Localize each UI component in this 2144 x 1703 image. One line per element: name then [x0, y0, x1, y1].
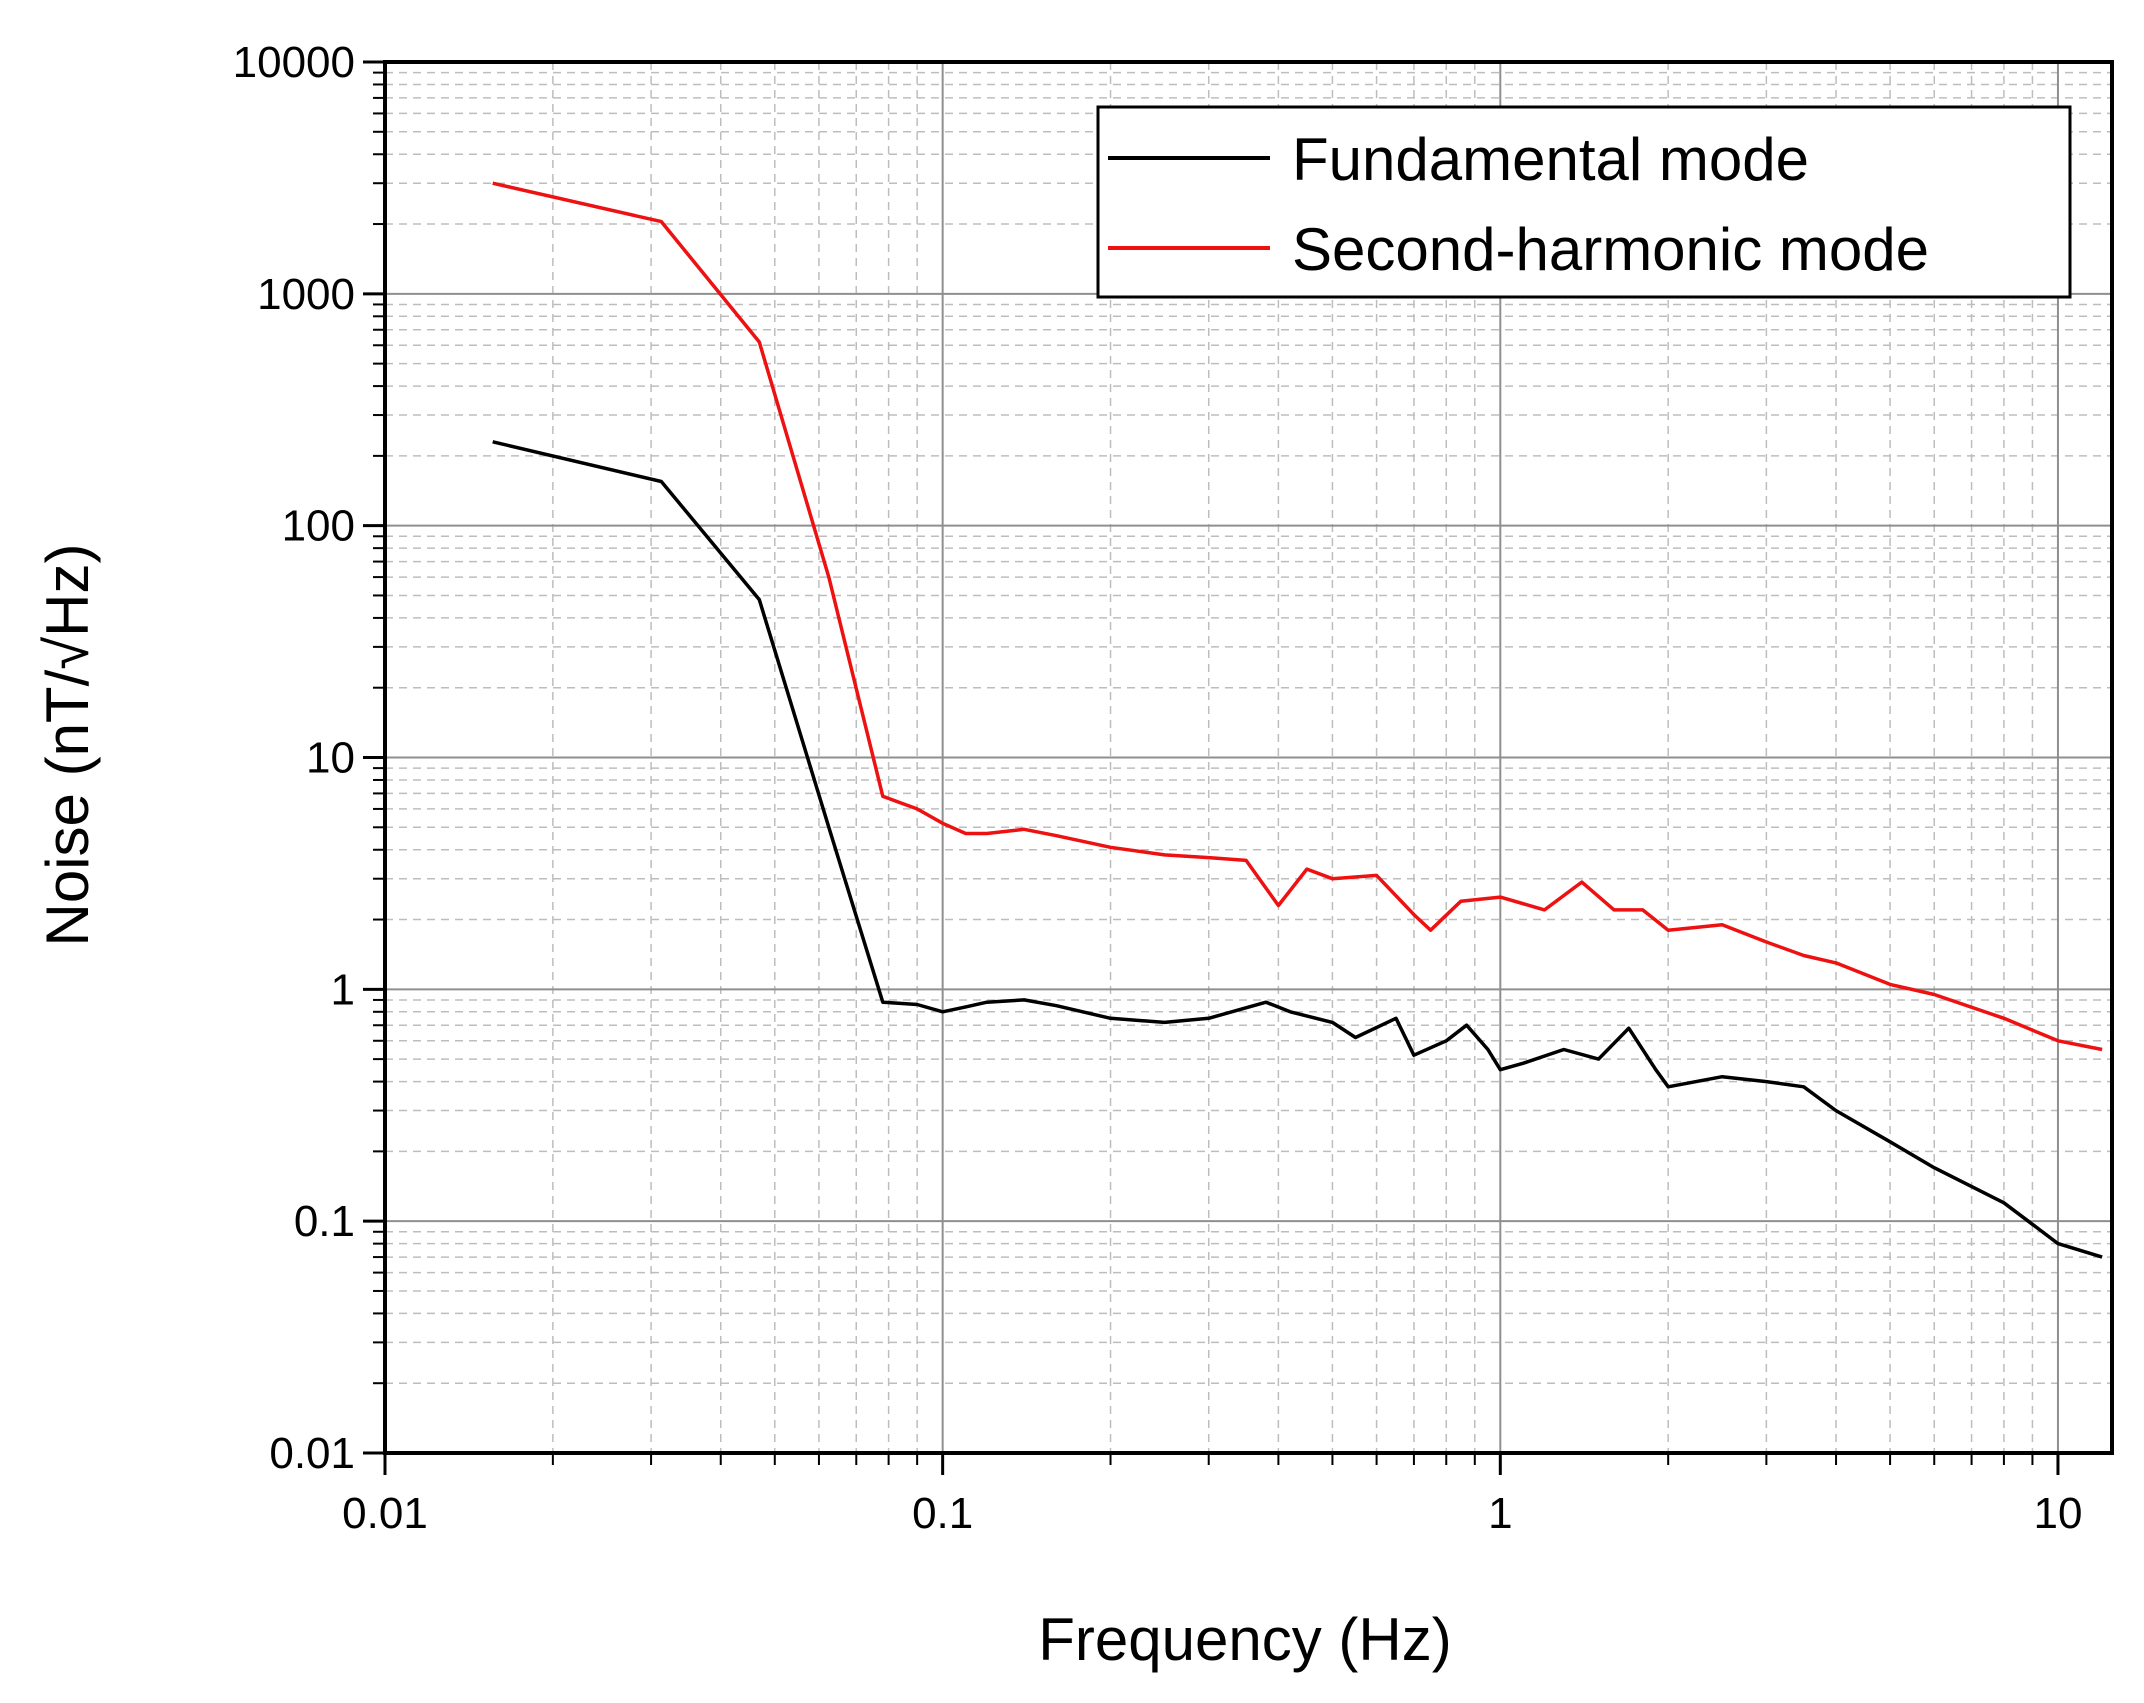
y-tick-labels: 0.01 0.1 1 10 100 1000 10000 [233, 38, 355, 1478]
y-tick-label: 100 [282, 502, 355, 551]
y-tick-label: 0.1 [294, 1197, 355, 1246]
y-tick-label: 1000 [257, 270, 355, 319]
x-tick-label: 1 [1488, 1489, 1512, 1538]
x-tick-label: 0.01 [342, 1489, 428, 1538]
legend: Fundamental mode Second-harmonic mode [1096, 105, 2072, 299]
y-tick-label: 0.01 [269, 1429, 355, 1478]
x-tick-labels: 0.01 0.1 1 10 [342, 1489, 2082, 1538]
y-tick-label: 10000 [233, 38, 355, 87]
y-tick-label: 1 [331, 965, 355, 1014]
y-tick-label: 10 [306, 734, 355, 783]
legend-label-second-harmonic: Second-harmonic mode [1292, 216, 1929, 283]
legend-label-fundamental: Fundamental mode [1292, 126, 1809, 193]
x-axis-title: Frequency (Hz) [1038, 1606, 1451, 1673]
series-line-second-harmonic [492, 181, 2103, 1052]
x-tick-label: 0.1 [912, 1489, 973, 1538]
series-line-fundamental [492, 440, 2103, 1259]
y-axis-title: Noise (nT/√Hz) [34, 544, 101, 947]
axis-ticks [363, 60, 2060, 1475]
series-layer [492, 181, 2103, 1259]
x-tick-label: 10 [2033, 1489, 2082, 1538]
legend-box [1096, 105, 2072, 299]
